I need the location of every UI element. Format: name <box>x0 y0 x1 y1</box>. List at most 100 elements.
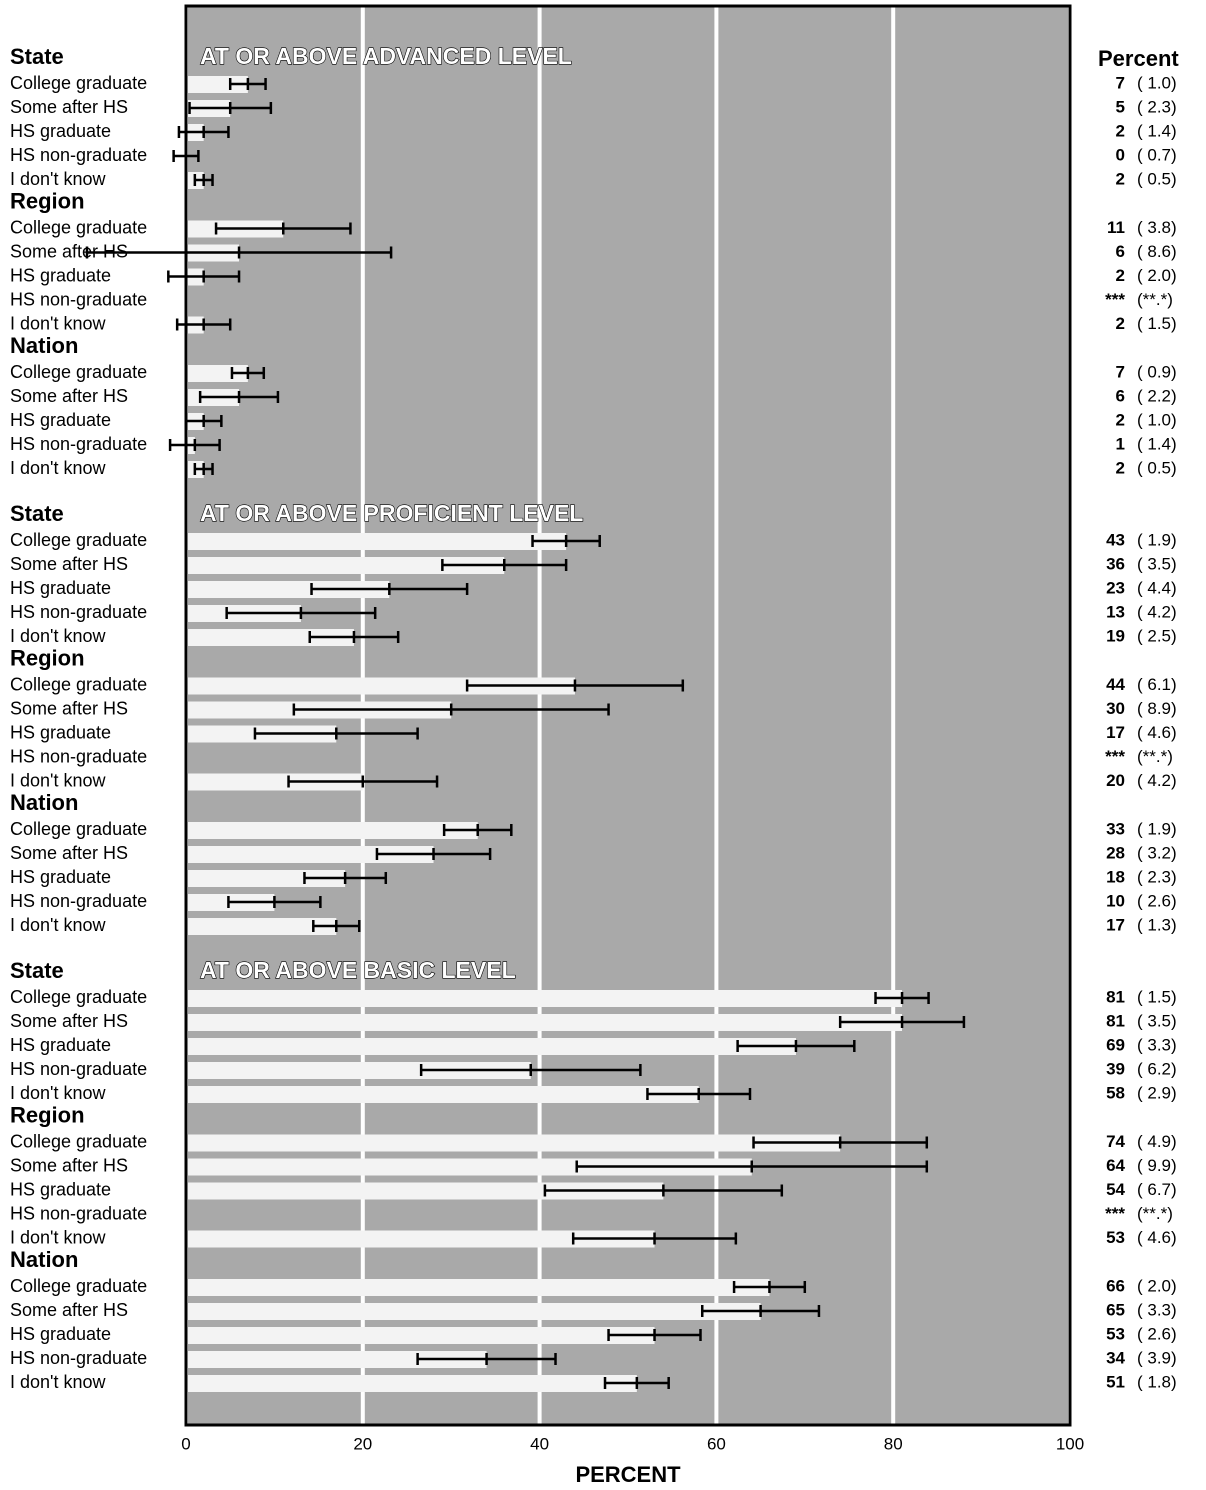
error-label: ( 1.4) <box>1137 121 1177 140</box>
value-label: 65 <box>1106 1300 1125 1319</box>
value-label: 1 <box>1116 434 1125 453</box>
error-label: (**.*) <box>1137 747 1173 766</box>
category-label: HS graduate <box>10 867 111 887</box>
value-label: 6 <box>1116 386 1125 405</box>
error-label: ( 4.6) <box>1137 723 1177 742</box>
value-label: 20 <box>1106 771 1125 790</box>
category-label: HS non-graduate <box>10 1203 147 1223</box>
error-label: ( 1.5) <box>1137 987 1177 1006</box>
category-label: HS graduate <box>10 265 111 285</box>
x-tick-label: 40 <box>530 1434 549 1453</box>
category-label: College graduate <box>10 987 147 1007</box>
x-tick-label: 100 <box>1056 1434 1084 1453</box>
value-header: Percent <box>1098 46 1179 71</box>
error-label: ( 2.6) <box>1137 1324 1177 1343</box>
error-label: ( 1.3) <box>1137 915 1177 934</box>
bar <box>186 1062 531 1079</box>
value-label: 23 <box>1106 578 1125 597</box>
error-label: ( 0.5) <box>1137 169 1177 188</box>
value-label: 2 <box>1116 458 1125 477</box>
category-label: HS graduate <box>10 121 111 141</box>
value-label: 5 <box>1116 97 1125 116</box>
error-label: ( 2.3) <box>1137 867 1177 886</box>
error-label: ( 0.7) <box>1137 145 1177 164</box>
category-label: I don't know <box>10 1083 106 1103</box>
error-label: ( 1.0) <box>1137 410 1177 429</box>
category-label: HS graduate <box>10 578 111 598</box>
category-label: Some after HS <box>10 97 128 117</box>
value-label: *** <box>1105 290 1125 309</box>
value-label: 2 <box>1116 266 1125 285</box>
error-label: ( 2.9) <box>1137 1083 1177 1102</box>
bar <box>186 557 505 574</box>
bar <box>186 918 337 935</box>
category-label: HS non-graduate <box>10 1059 147 1079</box>
category-label: HS non-graduate <box>10 434 147 454</box>
value-label: 69 <box>1106 1035 1125 1054</box>
category-label: HS non-graduate <box>10 602 147 622</box>
x-tick-label: 20 <box>353 1434 372 1453</box>
bar <box>186 1014 903 1031</box>
value-label: 28 <box>1106 843 1125 862</box>
panel-title: AT OR ABOVE ADVANCED LEVEL <box>200 43 572 69</box>
category-label: HS graduate <box>10 410 111 430</box>
error-label: ( 4.4) <box>1137 578 1177 597</box>
value-label: 2 <box>1116 314 1125 333</box>
value-label: 43 <box>1106 530 1125 549</box>
category-label: College graduate <box>10 362 147 382</box>
value-label: 19 <box>1106 626 1125 645</box>
category-label: I don't know <box>10 313 106 333</box>
value-label: 44 <box>1106 675 1125 694</box>
category-label: College graduate <box>10 819 147 839</box>
error-label: ( 0.5) <box>1137 458 1177 477</box>
error-label: ( 0.9) <box>1137 362 1177 381</box>
category-label: I don't know <box>10 1227 106 1247</box>
bar <box>186 822 478 839</box>
bar <box>186 1134 841 1152</box>
value-label: 36 <box>1106 554 1125 573</box>
error-label: ( 2.2) <box>1137 386 1177 405</box>
category-label: College graduate <box>10 674 147 694</box>
bar <box>186 677 575 695</box>
bar <box>186 1351 487 1368</box>
error-label: (**.*) <box>1137 290 1173 309</box>
value-label: 7 <box>1116 73 1125 92</box>
category-label: I don't know <box>10 1372 106 1392</box>
error-label: ( 3.3) <box>1137 1035 1177 1054</box>
category-label: HS non-graduate <box>10 746 147 766</box>
error-label: ( 1.9) <box>1137 819 1177 838</box>
category-label: Some after HS <box>10 1155 128 1175</box>
value-label: 51 <box>1106 1372 1125 1391</box>
error-label: ( 1.4) <box>1137 434 1177 453</box>
bar <box>186 581 390 598</box>
value-label: 30 <box>1106 699 1125 718</box>
error-label: ( 8.6) <box>1137 242 1177 261</box>
category-label: HS graduate <box>10 1179 111 1199</box>
group-label: Region <box>10 188 85 213</box>
error-label: ( 3.2) <box>1137 843 1177 862</box>
bar <box>186 1158 752 1176</box>
error-label: ( 1.5) <box>1137 314 1177 333</box>
value-label: 33 <box>1106 819 1125 838</box>
error-label: ( 1.9) <box>1137 530 1177 549</box>
error-label: ( 1.0) <box>1137 73 1177 92</box>
plot-frame <box>184 4 1072 1427</box>
value-label: 39 <box>1106 1059 1125 1078</box>
category-label: HS non-graduate <box>10 289 147 309</box>
error-label: ( 2.0) <box>1137 266 1177 285</box>
group-label: Region <box>10 645 85 670</box>
x-tick-label: 0 <box>181 1434 190 1453</box>
x-tick-label: 80 <box>884 1434 903 1453</box>
value-label: 81 <box>1106 1011 1125 1030</box>
error-label: ( 4.6) <box>1137 1228 1177 1247</box>
group-label: Nation <box>10 790 78 815</box>
error-label: ( 2.6) <box>1137 891 1177 910</box>
category-label: College graduate <box>10 73 147 93</box>
group-label: Region <box>10 1102 85 1127</box>
category-label: I don't know <box>10 626 106 646</box>
value-label: 2 <box>1116 121 1125 140</box>
error-label: ( 6.7) <box>1137 1180 1177 1199</box>
category-label: Some after HS <box>10 554 128 574</box>
bar <box>186 76 248 93</box>
bar <box>186 846 434 863</box>
